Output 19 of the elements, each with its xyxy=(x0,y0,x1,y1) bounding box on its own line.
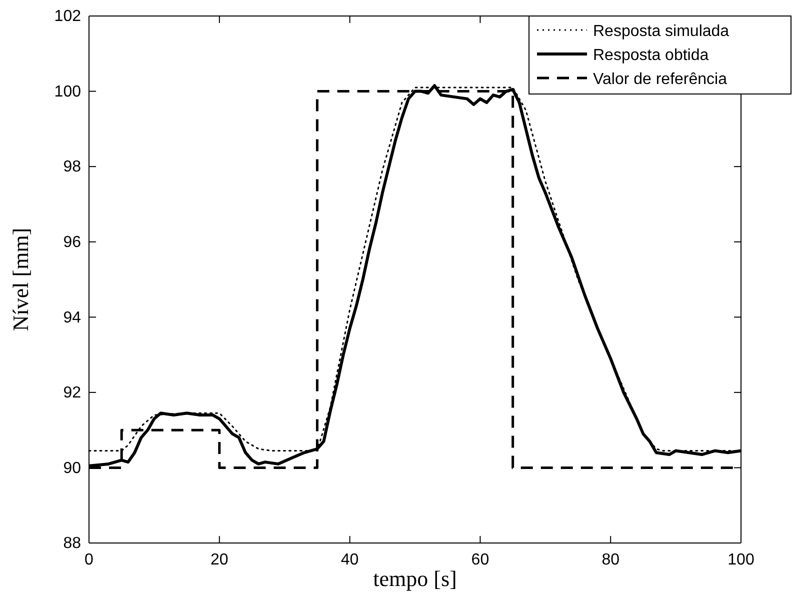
legend-label: Resposta simulada xyxy=(593,23,730,40)
y-tick-label: 98 xyxy=(63,158,82,176)
y-tick-label: 92 xyxy=(63,384,82,402)
x-tick-label: 60 xyxy=(471,551,490,568)
x-tick-label: 40 xyxy=(340,551,359,568)
y-tick-label: 90 xyxy=(63,460,82,477)
y-tick-label: 88 xyxy=(63,535,82,552)
x-axis-title: tempo [s] xyxy=(373,566,457,591)
y-tick-label: 94 xyxy=(63,309,82,326)
legend-label: Resposta obtida xyxy=(593,47,709,64)
y-axis-title: Nível [mm] xyxy=(8,228,33,332)
x-tick-label: 20 xyxy=(210,551,228,568)
y-tick-label: 102 xyxy=(54,8,82,26)
y-tick-label: 96 xyxy=(63,234,82,251)
legend-label: Valor de referência xyxy=(593,71,728,88)
x-tick-label: 100 xyxy=(728,551,754,568)
y-tick-label: 100 xyxy=(54,83,82,100)
x-tick-label: 80 xyxy=(602,551,620,568)
x-tick-label: 0 xyxy=(84,551,94,568)
